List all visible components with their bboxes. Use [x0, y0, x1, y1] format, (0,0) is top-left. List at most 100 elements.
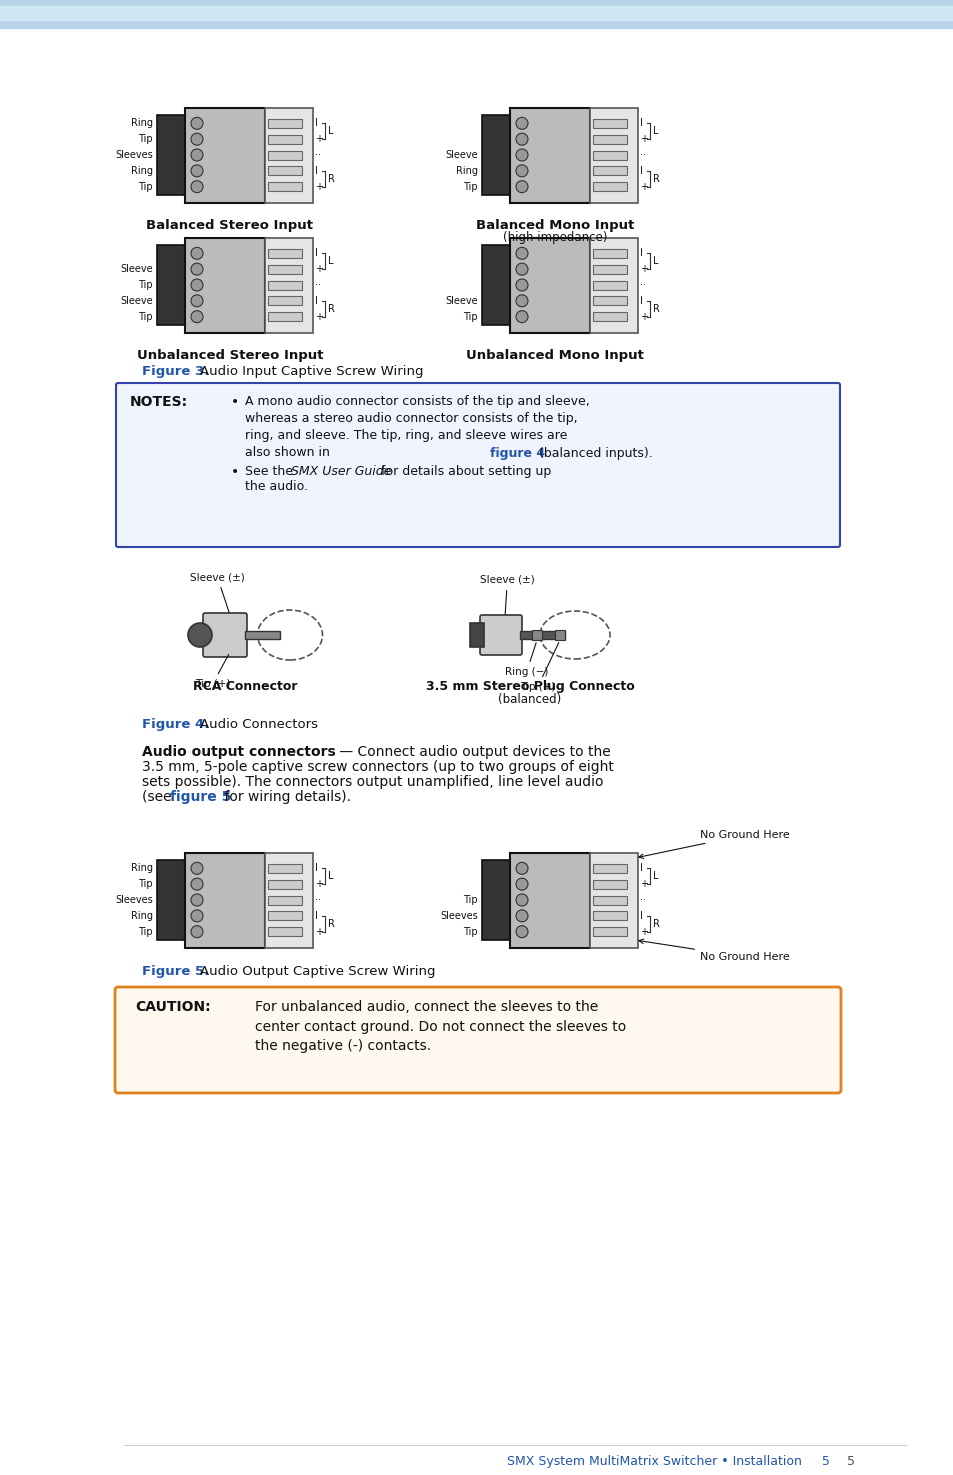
Bar — [589, 237, 638, 332]
Circle shape — [516, 133, 527, 145]
Text: R: R — [328, 304, 335, 314]
Text: Unbalanced Mono Input: Unbalanced Mono Input — [466, 348, 643, 361]
Text: L: L — [652, 257, 658, 267]
Bar — [593, 296, 626, 305]
Text: R: R — [328, 919, 335, 929]
Text: Sleeve: Sleeve — [120, 296, 152, 305]
Bar — [589, 108, 638, 202]
Text: •: • — [231, 395, 239, 409]
Circle shape — [516, 149, 527, 161]
Text: Tip: Tip — [463, 181, 477, 192]
Bar — [593, 183, 626, 192]
Text: +: + — [314, 134, 323, 145]
Bar — [185, 853, 265, 947]
Bar — [268, 183, 302, 192]
Text: I: I — [314, 863, 317, 873]
Text: +: + — [639, 181, 647, 192]
Text: Tip: Tip — [138, 280, 152, 291]
Text: NOTES:: NOTES: — [130, 395, 188, 409]
Text: +: + — [314, 926, 323, 937]
Circle shape — [191, 180, 203, 193]
Bar — [593, 864, 626, 873]
Circle shape — [191, 295, 203, 307]
Bar — [593, 249, 626, 258]
FancyBboxPatch shape — [479, 615, 521, 655]
Bar — [268, 895, 302, 904]
Text: for details about setting up: for details about setting up — [376, 465, 551, 478]
Bar — [510, 237, 589, 332]
Text: Audio Connectors: Audio Connectors — [200, 718, 317, 732]
Bar — [185, 108, 265, 202]
Text: (balanced): (balanced) — [497, 693, 561, 707]
Circle shape — [191, 263, 203, 276]
Text: I: I — [314, 296, 317, 305]
Text: ··: ·· — [639, 895, 645, 906]
Bar — [157, 245, 185, 324]
Text: Balanced Mono Input: Balanced Mono Input — [476, 218, 634, 232]
Bar — [481, 115, 510, 195]
Bar — [268, 313, 302, 322]
Text: Ring: Ring — [131, 912, 152, 920]
Text: Tip: Tip — [138, 926, 152, 937]
Text: Ring: Ring — [131, 118, 152, 128]
Text: Ring: Ring — [456, 165, 477, 176]
Circle shape — [191, 133, 203, 145]
Text: No Ground Here: No Ground Here — [639, 940, 789, 962]
Text: L: L — [328, 127, 334, 136]
Text: I: I — [639, 165, 642, 176]
Circle shape — [191, 311, 203, 323]
FancyBboxPatch shape — [116, 384, 840, 547]
Text: Sleeve: Sleeve — [445, 150, 477, 159]
Bar — [185, 237, 265, 332]
Bar — [593, 313, 626, 322]
Text: Audio Input Captive Screw Wiring: Audio Input Captive Screw Wiring — [200, 364, 423, 378]
Text: R: R — [652, 174, 659, 184]
Circle shape — [191, 878, 203, 891]
Bar — [245, 631, 280, 639]
Text: Tip: Tip — [138, 181, 152, 192]
Circle shape — [516, 295, 527, 307]
Text: ··: ·· — [639, 280, 645, 291]
Text: R: R — [652, 304, 659, 314]
Circle shape — [516, 926, 527, 938]
Text: (balanced inputs).: (balanced inputs). — [535, 447, 652, 460]
Text: L: L — [328, 257, 334, 267]
Text: I: I — [639, 912, 642, 920]
Text: sets possible). The connectors output unamplified, line level audio: sets possible). The connectors output un… — [142, 774, 603, 789]
Text: I: I — [639, 118, 642, 128]
Text: Figure 3.: Figure 3. — [142, 364, 209, 378]
Circle shape — [191, 910, 203, 922]
Text: For unbalanced audio, connect the sleeves to the
center contact ground. Do not c: For unbalanced audio, connect the sleeve… — [254, 1000, 625, 1053]
Text: 5: 5 — [846, 1454, 854, 1468]
Bar — [0, 0, 953, 28]
Bar — [157, 115, 185, 195]
Text: Tip: Tip — [138, 134, 152, 145]
Circle shape — [516, 180, 527, 193]
Circle shape — [516, 279, 527, 291]
Text: R: R — [652, 919, 659, 929]
Text: I: I — [314, 248, 317, 258]
Text: ··: ·· — [314, 150, 320, 159]
Text: Sleeve (±): Sleeve (±) — [190, 572, 245, 612]
Text: +: + — [639, 879, 647, 889]
Text: Tip: Tip — [463, 926, 477, 937]
Circle shape — [516, 165, 527, 177]
Bar — [555, 630, 564, 640]
Circle shape — [516, 863, 527, 875]
Text: 3.5 mm, 5-pole captive screw connectors (up to two groups of eight: 3.5 mm, 5-pole captive screw connectors … — [142, 760, 613, 774]
Bar — [510, 108, 589, 202]
Text: (high impedance): (high impedance) — [502, 232, 606, 245]
Bar — [593, 150, 626, 159]
Bar — [593, 134, 626, 143]
Bar — [593, 280, 626, 289]
Text: L: L — [328, 872, 334, 881]
Bar — [268, 249, 302, 258]
Circle shape — [191, 248, 203, 260]
Text: R: R — [328, 174, 335, 184]
Text: Sleeve: Sleeve — [445, 296, 477, 305]
Text: I: I — [639, 296, 642, 305]
Circle shape — [191, 165, 203, 177]
Bar — [519, 631, 564, 639]
Circle shape — [191, 149, 203, 161]
Bar — [593, 119, 626, 128]
